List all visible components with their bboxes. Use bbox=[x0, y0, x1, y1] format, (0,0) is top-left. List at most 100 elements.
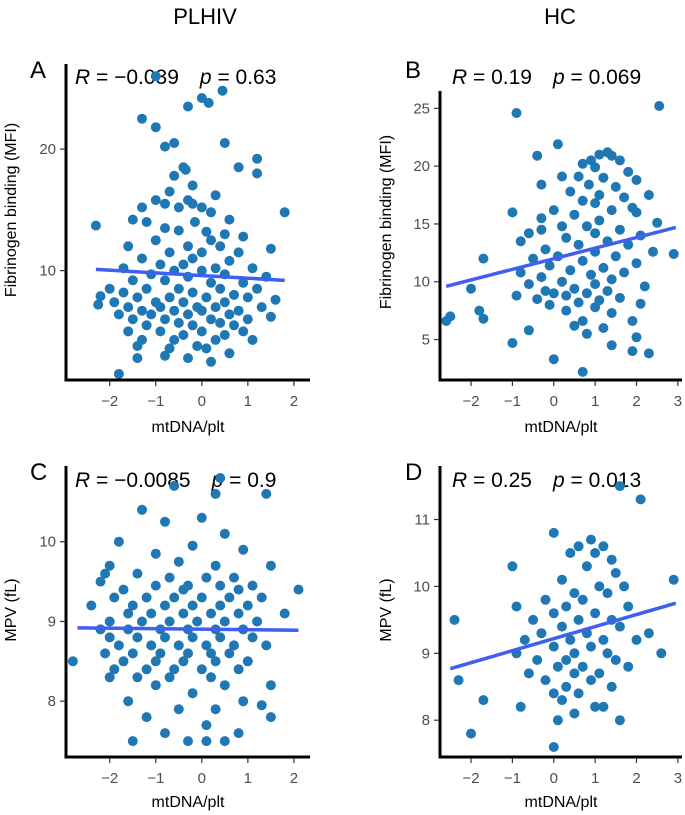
data-point bbox=[215, 283, 226, 294]
data-point bbox=[178, 330, 189, 340]
data-point bbox=[614, 292, 625, 303]
data-point bbox=[623, 166, 634, 177]
data-point bbox=[610, 655, 621, 665]
data-point bbox=[132, 292, 143, 303]
data-point bbox=[569, 708, 580, 719]
data-point bbox=[206, 207, 216, 218]
data-point bbox=[100, 648, 111, 659]
data-point bbox=[573, 297, 584, 308]
data-point bbox=[581, 288, 592, 299]
data-point bbox=[196, 592, 207, 603]
data-point bbox=[623, 239, 634, 250]
data-point bbox=[247, 263, 258, 274]
data-point bbox=[261, 640, 272, 651]
panel-letter: B bbox=[405, 57, 421, 84]
data-point bbox=[590, 548, 601, 558]
data-point bbox=[206, 672, 216, 683]
data-point bbox=[196, 326, 207, 337]
data-point bbox=[164, 572, 175, 583]
data-point bbox=[569, 648, 580, 659]
data-point bbox=[173, 704, 184, 715]
stat-p-value: = 0.013 bbox=[565, 469, 641, 492]
data-point bbox=[247, 334, 258, 345]
data-point bbox=[219, 229, 230, 240]
x-axis-title: mtDNA/plt bbox=[152, 794, 225, 811]
data-point bbox=[581, 561, 592, 572]
y-tick-label: 15 bbox=[413, 216, 430, 233]
panel-c: C R = −0.0085 p = 0.9 −2 −1 0 1 2 8 9 10 mtDNA/plt… bbox=[3, 459, 310, 811]
data-point bbox=[217, 85, 228, 96]
data-point bbox=[606, 274, 617, 285]
data-point bbox=[219, 330, 230, 340]
data-point bbox=[113, 368, 124, 379]
data-point bbox=[515, 236, 526, 247]
data-point bbox=[132, 341, 143, 351]
data-point bbox=[210, 263, 221, 274]
data-point bbox=[95, 576, 106, 587]
data-point bbox=[210, 704, 221, 715]
data-point bbox=[210, 488, 221, 499]
data-point bbox=[247, 580, 258, 591]
data-point bbox=[557, 695, 567, 706]
data-point bbox=[590, 701, 601, 712]
stat-r-value: = 0.25 bbox=[467, 469, 532, 492]
data-point bbox=[123, 241, 134, 252]
data-point bbox=[123, 326, 134, 337]
data-point bbox=[203, 97, 214, 108]
data-point bbox=[247, 632, 258, 643]
data-point bbox=[160, 314, 170, 325]
data-point bbox=[519, 634, 530, 645]
data-point bbox=[224, 214, 235, 225]
y-axis-title: Fibrinogen binding (MFI) bbox=[378, 135, 395, 309]
x-tick-label: −1 bbox=[504, 393, 521, 410]
stat-p-label: p bbox=[532, 66, 565, 89]
data-point bbox=[261, 488, 272, 499]
data-point bbox=[146, 608, 157, 619]
data-point bbox=[602, 588, 613, 599]
data-point bbox=[548, 742, 559, 752]
data-point bbox=[215, 580, 226, 591]
data-point bbox=[215, 600, 226, 611]
data-point bbox=[581, 221, 592, 232]
data-point bbox=[201, 292, 212, 303]
data-point bbox=[552, 139, 563, 150]
stat-r-value: = −0.0085 bbox=[90, 469, 190, 492]
data-point bbox=[180, 164, 191, 175]
data-point bbox=[598, 634, 609, 645]
data-point bbox=[635, 494, 646, 505]
data-point bbox=[569, 588, 580, 599]
data-point bbox=[206, 648, 216, 659]
axis-lines bbox=[438, 91, 682, 382]
data-point bbox=[219, 680, 230, 691]
data-point bbox=[573, 541, 584, 552]
stat-r-label: R bbox=[452, 66, 467, 89]
y-tick-label: 10 bbox=[413, 578, 430, 595]
data-point bbox=[178, 656, 189, 667]
data-point bbox=[132, 568, 143, 579]
data-point bbox=[146, 309, 157, 320]
data-point bbox=[155, 326, 166, 337]
data-point bbox=[150, 580, 161, 591]
data-point bbox=[536, 224, 547, 235]
data-point bbox=[141, 592, 152, 603]
data-point bbox=[233, 584, 244, 595]
data-point bbox=[229, 289, 239, 300]
data-point bbox=[219, 528, 230, 539]
axis-lines bbox=[64, 466, 310, 759]
data-point bbox=[598, 172, 609, 183]
data-point bbox=[561, 232, 572, 243]
data-point bbox=[137, 113, 147, 124]
data-point bbox=[577, 661, 588, 672]
data-point bbox=[652, 217, 663, 228]
data-point bbox=[602, 648, 613, 659]
data-point bbox=[590, 162, 601, 173]
x-tick-label: 1 bbox=[591, 393, 599, 410]
stat-p-value: = 0.63 bbox=[212, 66, 277, 89]
x-tick-label: 1 bbox=[244, 770, 252, 787]
data-point bbox=[192, 616, 203, 627]
data-point bbox=[590, 198, 601, 209]
data-point bbox=[523, 279, 534, 290]
data-point bbox=[668, 574, 679, 585]
data-point bbox=[238, 277, 249, 288]
data-point bbox=[610, 251, 621, 262]
